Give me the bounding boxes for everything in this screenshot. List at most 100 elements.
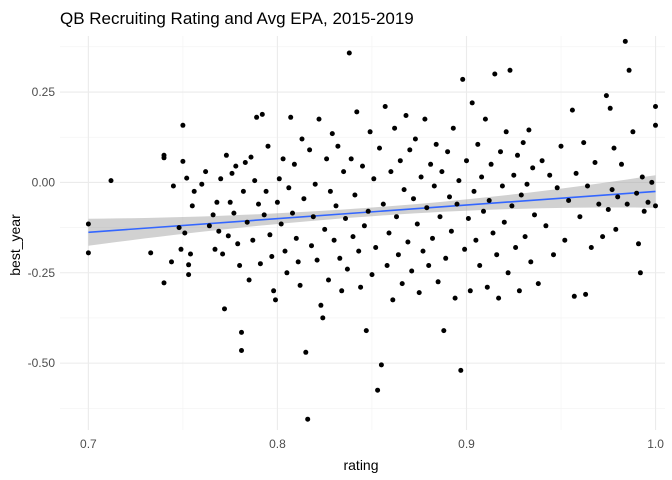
data-point [539, 158, 545, 164]
data-point [516, 288, 522, 294]
data-point [242, 160, 248, 165]
data-point [447, 194, 452, 200]
data-point [161, 280, 167, 286]
fit-line-layer [88, 190, 656, 234]
data-point [231, 210, 237, 216]
data-point [229, 170, 235, 176]
data-point [569, 107, 575, 113]
data-point [170, 183, 176, 189]
data-point [407, 147, 413, 153]
data-point [348, 156, 354, 162]
data-point [405, 239, 411, 245]
data-point [354, 109, 360, 115]
data-point [530, 165, 536, 171]
data-point [223, 152, 229, 158]
data-point [254, 114, 260, 120]
data-point [639, 174, 645, 180]
data-point [199, 181, 205, 187]
data-point [526, 127, 532, 133]
data-point [460, 76, 466, 82]
data-point [309, 243, 314, 249]
data-point [475, 141, 481, 147]
data-point [653, 203, 658, 209]
data-point [412, 136, 418, 142]
data-point [554, 185, 560, 191]
data-point [378, 362, 384, 368]
data-point [341, 169, 347, 175]
data-point [464, 158, 469, 164]
data-point [431, 183, 437, 189]
data-point [454, 201, 460, 207]
x-axis-ticks: 0.7 0.8 0.9 1.0 [80, 437, 664, 451]
data-point [401, 187, 407, 193]
data-point [244, 219, 250, 225]
data-point [634, 190, 640, 196]
data-point [191, 188, 197, 194]
data-point [418, 174, 424, 180]
data-point [371, 176, 377, 182]
data-point [558, 143, 564, 149]
data-point [360, 163, 365, 169]
data-point [299, 136, 305, 142]
data-point [603, 93, 609, 99]
data-point [182, 230, 188, 236]
data-point [394, 214, 399, 220]
data-point [189, 203, 195, 209]
data-point [503, 129, 509, 135]
data-point [239, 348, 244, 353]
data-point [420, 248, 426, 254]
data-point [456, 178, 462, 184]
data-point [356, 248, 362, 254]
data-point [257, 261, 263, 267]
data-point [85, 221, 91, 227]
data-point [515, 152, 520, 158]
data-point [203, 169, 209, 175]
data-point [484, 284, 490, 290]
data-point [473, 237, 479, 243]
data-point [636, 241, 641, 247]
data-point [611, 145, 617, 151]
data-point [278, 221, 284, 227]
data-point [333, 203, 339, 209]
data-point [505, 270, 511, 276]
data-point [465, 216, 471, 221]
data-point [276, 176, 282, 182]
data-point [314, 257, 320, 263]
data-point [482, 116, 488, 122]
y-tick-label: -0.25 [28, 266, 56, 280]
data-point [388, 169, 394, 175]
data-point [645, 199, 651, 205]
data-point [327, 188, 333, 194]
data-point [178, 246, 184, 252]
data-point [467, 288, 473, 294]
x-axis-title: rating [343, 457, 378, 473]
data-point [180, 158, 186, 164]
data-point [386, 230, 392, 236]
data-point [613, 226, 619, 232]
data-point [462, 246, 468, 252]
data-point [225, 233, 231, 239]
data-point [511, 172, 517, 178]
data-point [513, 245, 519, 250]
data-point [335, 143, 341, 149]
data-point [528, 259, 534, 265]
data-point [235, 241, 241, 247]
data-point [220, 251, 226, 257]
data-point [445, 149, 451, 155]
data-point [282, 248, 288, 254]
data-point [450, 125, 456, 131]
data-point [288, 114, 294, 120]
data-point [161, 155, 167, 161]
data-point [571, 293, 577, 299]
data-point [297, 282, 303, 288]
data-point [248, 154, 254, 160]
data-point [186, 262, 192, 268]
data-point [290, 210, 295, 216]
data-point [481, 208, 486, 214]
data-point [395, 252, 401, 258]
data-point [649, 179, 655, 185]
data-point [339, 288, 345, 294]
data-point [588, 245, 594, 250]
confidence-band-layer [88, 175, 656, 246]
data-point [583, 291, 589, 297]
